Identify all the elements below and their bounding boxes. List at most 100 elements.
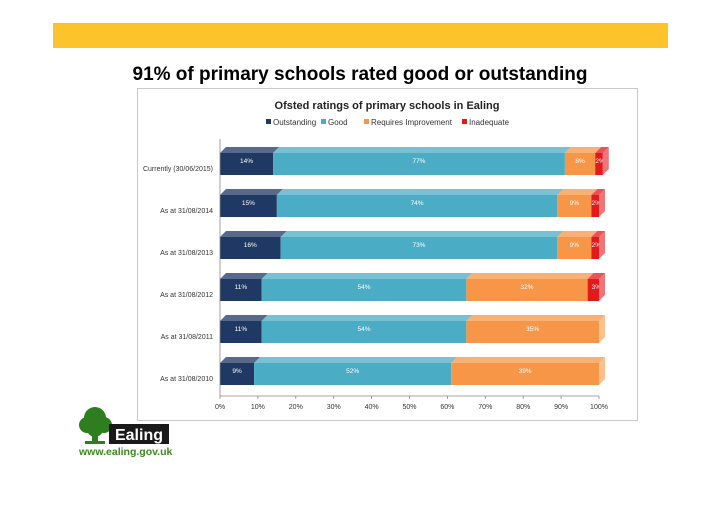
x-tick-label: 50%	[402, 404, 416, 411]
bar-groups: Currently (30/06/2015)14% 77% 8% 2%As at 31…	[143, 147, 609, 385]
category-label: As at 31/08/2014	[160, 208, 213, 215]
legend-swatch-good	[321, 119, 326, 124]
bar-top-outstanding	[220, 315, 268, 321]
bar-group-0: Currently (30/06/2015) 14% 77% 8% 2%	[143, 147, 609, 175]
logo-name-box	[109, 424, 169, 444]
bar-segment-inadequate	[595, 153, 603, 175]
bar-group-5: As at 31/08/2010 9% 52% 39%	[160, 357, 605, 385]
data-label-inadequate: 2%	[592, 200, 602, 207]
bar-group-3: As at 31/08/2012 11% 54% 32% 3%	[160, 273, 605, 301]
bar-top-inadequate	[591, 189, 605, 195]
tree-icon	[79, 407, 112, 444]
bar-top-requires-improvement	[451, 357, 605, 363]
data-label-requires-improvement: 8%	[575, 158, 585, 165]
bar-top-good	[261, 273, 473, 279]
legend-swatch-requires-improvement	[364, 119, 369, 124]
bar-top-outstanding	[220, 231, 287, 237]
bar-segment-requires-improvement	[557, 237, 592, 259]
data-label-inadequate: 3%	[592, 284, 602, 291]
bar-segment-good	[254, 363, 452, 385]
bar-side	[602, 147, 609, 175]
bar-group-2: As at 31/08/2013 16% 73% 9% 2%	[160, 231, 605, 259]
ealing-logo: Ealing	[79, 407, 169, 444]
x-tick-label: 40%	[365, 404, 379, 411]
logo-name: Ealing	[115, 427, 163, 444]
bar-top-outstanding	[220, 147, 280, 153]
bar-segment-outstanding	[220, 153, 274, 175]
bar-top-inadequate	[591, 231, 605, 237]
bar-group-4: As at 31/08/2011 11% 54% 35%	[161, 315, 605, 343]
bar-segment-outstanding	[220, 321, 262, 343]
data-label-requires-improvement: 39%	[519, 368, 532, 375]
bar-top-outstanding	[220, 189, 283, 195]
category-label: As at 31/08/2010	[160, 376, 213, 383]
x-tick-label: 30%	[327, 404, 341, 411]
bar-segment-inadequate	[591, 195, 599, 217]
data-label-good: 73%	[412, 242, 425, 249]
category-label: Currently (30/06/2015)	[143, 166, 213, 173]
chart-frame: Ofsted ratings of primary schools in Eal…	[137, 88, 638, 421]
category-label: As at 31/08/2011	[161, 334, 214, 341]
data-label-outstanding: 15%	[242, 200, 255, 207]
bar-segment-good	[273, 153, 565, 175]
bar-top-good	[276, 189, 564, 195]
bar-top-requires-improvement	[557, 231, 598, 237]
bar-top-outstanding	[220, 357, 261, 363]
top-banner	[53, 23, 668, 48]
category-label: As at 31/08/2012	[160, 292, 213, 299]
bar-top-requires-improvement	[466, 315, 605, 321]
data-label-good: 54%	[358, 284, 371, 291]
bar-side	[599, 231, 605, 259]
legend-label-inadequate: Inadequate	[469, 118, 510, 127]
bar-top-requires-improvement	[564, 147, 602, 153]
bar-top-good	[254, 357, 458, 363]
data-label-requires-improvement: 35%	[526, 326, 539, 333]
bar-side	[599, 273, 605, 301]
x-tick-label: 100%	[590, 404, 608, 411]
x-tick-label: 70%	[478, 404, 492, 411]
bar-segment-requires-improvement	[466, 321, 599, 343]
bar-top-requires-improvement	[466, 273, 594, 279]
bar-segment-requires-improvement	[564, 153, 596, 175]
data-label-requires-improvement: 32%	[520, 284, 533, 291]
bar-segment-requires-improvement	[451, 363, 599, 385]
bar-segment-good	[280, 237, 558, 259]
data-label-outstanding: 11%	[235, 284, 248, 291]
logo-url: www.ealing.gov.uk	[79, 446, 173, 458]
x-tick-label: 0%	[215, 404, 225, 411]
legend-swatch-outstanding	[266, 119, 271, 124]
bar-top-outstanding	[220, 273, 268, 279]
data-label-inadequate: 2%	[592, 242, 602, 249]
bar-side	[599, 357, 605, 385]
data-label-requires-improvement: 9%	[570, 200, 580, 207]
bar-top-good	[261, 315, 473, 321]
data-label-good: 77%	[412, 158, 425, 165]
bar-segment-good	[261, 321, 467, 343]
bar-segment-requires-improvement	[466, 279, 588, 301]
bar-segment-outstanding	[220, 363, 255, 385]
legend-swatch-inadequate	[462, 119, 467, 124]
bar-segment-good	[261, 279, 467, 301]
slide-title: 91% of primary schools rated good or out…	[132, 64, 588, 85]
bar-top-good	[280, 231, 564, 237]
chart-legend: Outstanding Good Requires Improvement Inade…	[266, 118, 510, 127]
legend-label-good: Good	[328, 118, 348, 127]
category-label: As at 31/08/2013	[160, 250, 213, 257]
bar-top-requires-improvement	[557, 189, 598, 195]
bar-segment-outstanding	[220, 195, 277, 217]
bar-side	[599, 315, 605, 343]
bar-segment-requires-improvement	[557, 195, 592, 217]
bar-segment-inadequate	[591, 237, 599, 259]
bar-segment-outstanding	[220, 237, 281, 259]
banner-fill	[53, 23, 668, 48]
legend-label-requires-improvement: Requires Improvement	[371, 118, 453, 127]
x-tick-label: 90%	[554, 404, 568, 411]
data-label-inadequate: 2%	[595, 158, 605, 165]
data-label-requires-improvement: 9%	[570, 242, 580, 249]
x-tick-label: 60%	[440, 404, 454, 411]
bar-segment-inadequate	[587, 279, 599, 301]
data-label-good: 74%	[411, 200, 424, 207]
stacked-bar-chart: Ofsted ratings of primary schools in Eal…	[143, 100, 609, 411]
bar-group-1: As at 31/08/2014 15% 74% 9% 2%	[160, 189, 605, 217]
bar-top-inadequate	[595, 147, 609, 153]
